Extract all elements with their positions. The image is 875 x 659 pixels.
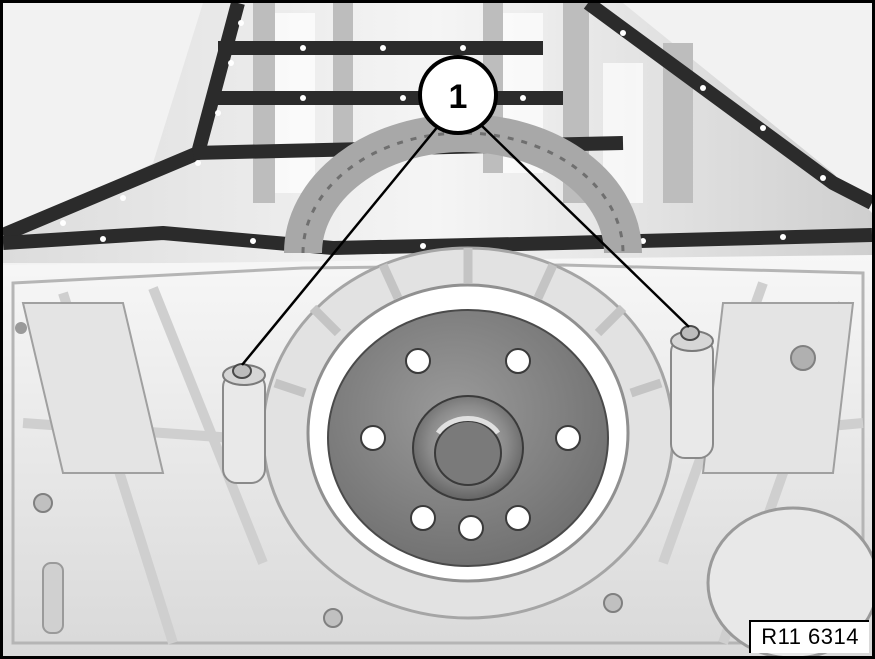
dowel-sleeve-left (222, 363, 266, 484)
dowel-sleeve-right (670, 325, 714, 459)
figure-reference-label: R11 6314 (749, 620, 869, 653)
callout-1: 1 (418, 55, 498, 135)
engine-block-illustration: 1 (3, 3, 872, 656)
callout-number: 1 (449, 78, 468, 116)
crankshaft-flange (327, 309, 609, 567)
callout-leader-lines (241, 124, 690, 366)
gasket-holes (60, 20, 826, 249)
